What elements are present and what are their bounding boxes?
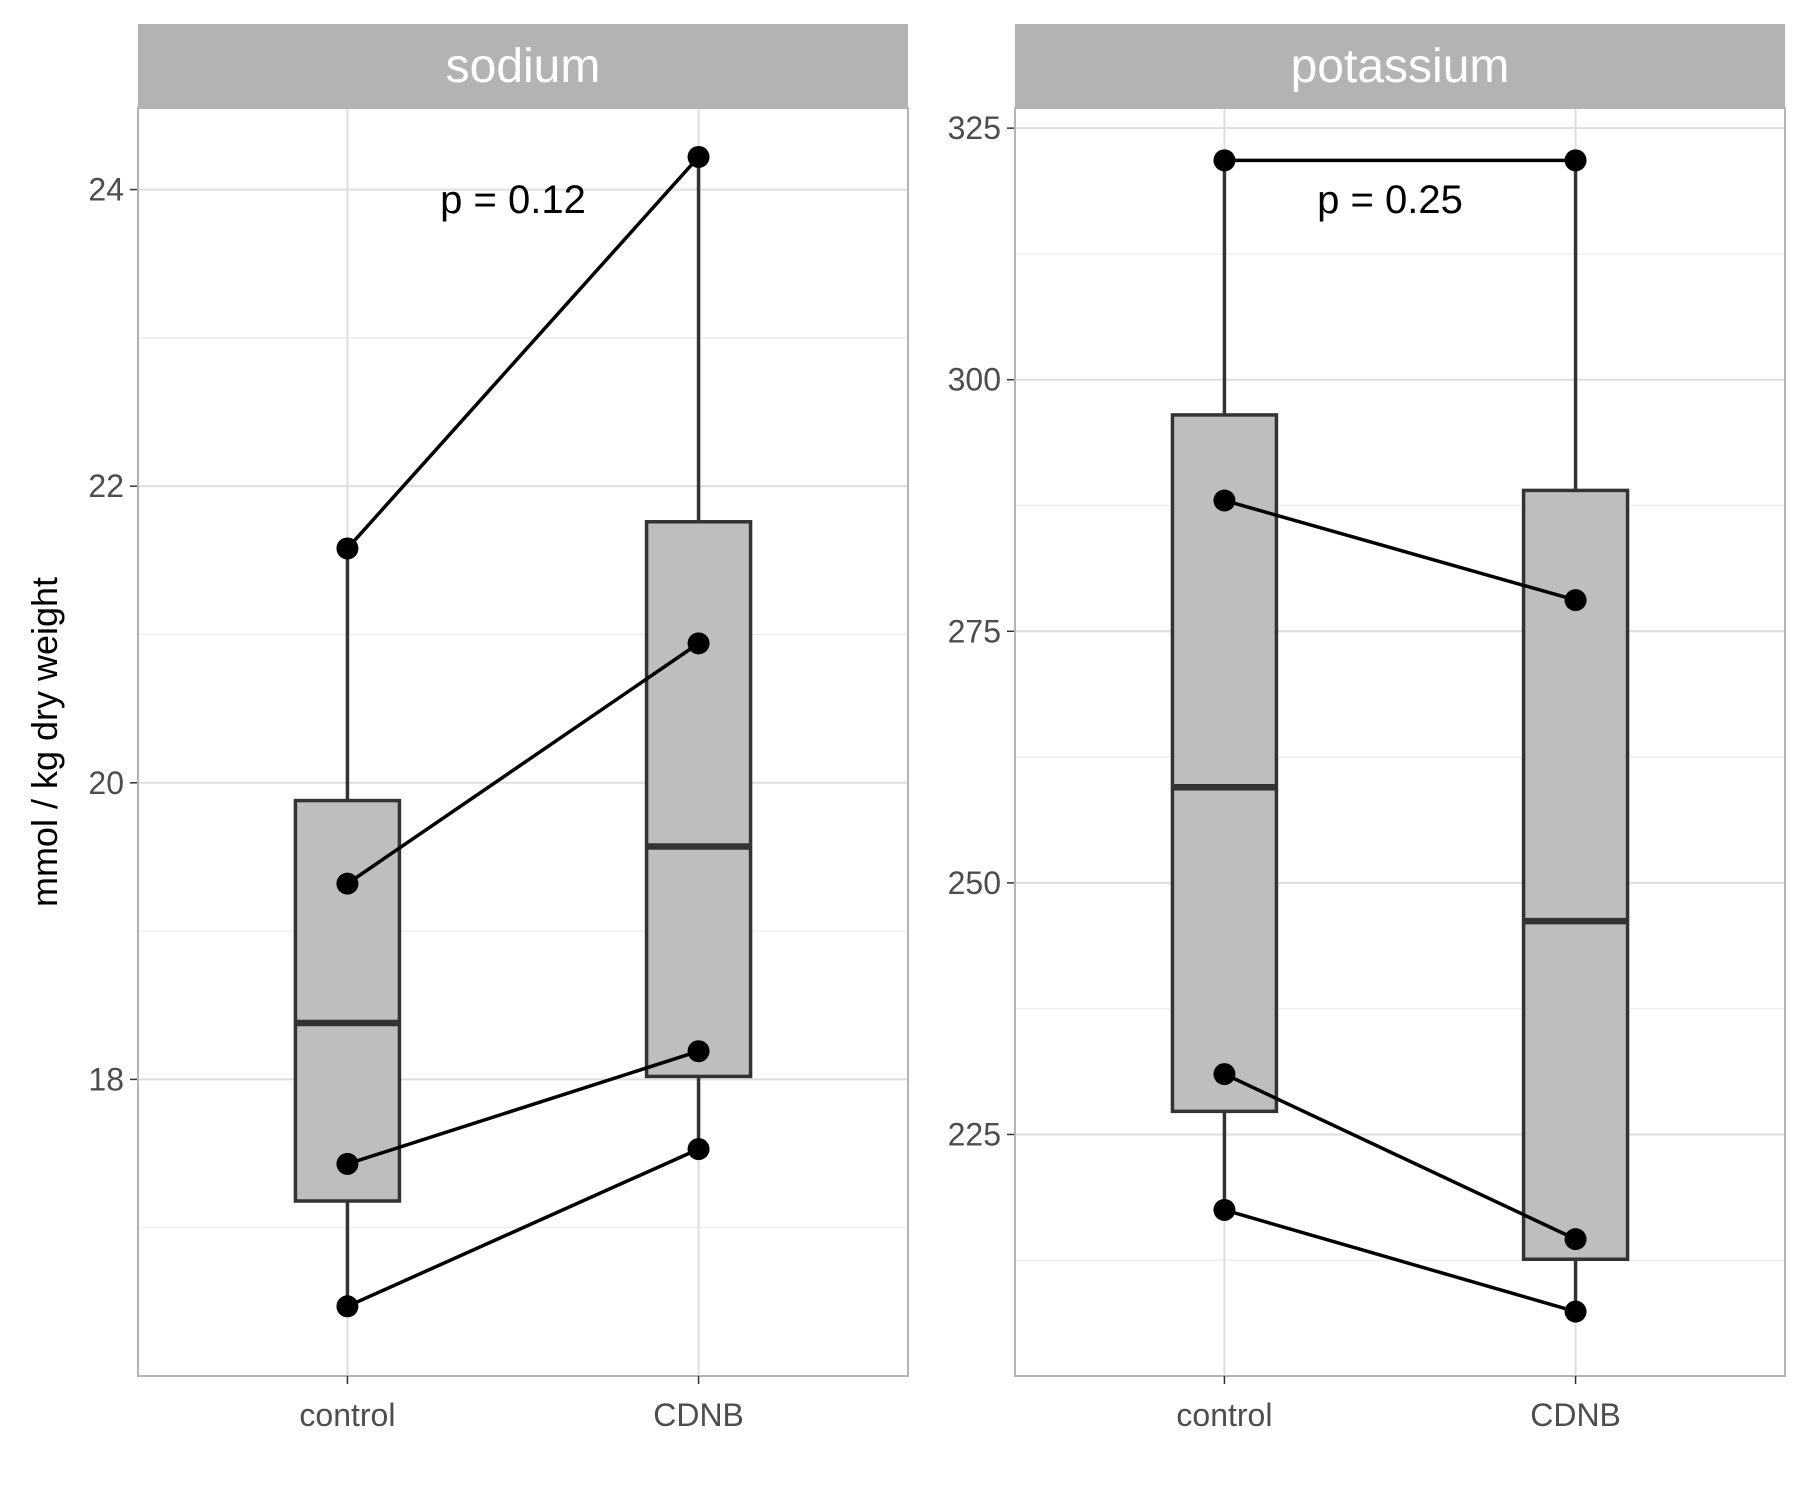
x-tick-label: CDNB [653, 1397, 744, 1433]
box-iqr [293, 798, 402, 1203]
p-value-annotation: p = 0.25 [1317, 178, 1463, 222]
paired-line [1223, 498, 1577, 602]
box-iqr [1170, 413, 1279, 1114]
data-point-control [336, 1295, 359, 1318]
paired-line [346, 641, 700, 886]
box-iqr [1521, 488, 1630, 1262]
y-tick-label: 18 [88, 1061, 124, 1097]
data-point-control [336, 1152, 359, 1175]
box-control [1170, 160, 1279, 1210]
data-point-cdnb [687, 1040, 710, 1063]
facet-strip [1015, 24, 1785, 108]
box-control [293, 548, 402, 1307]
y-tick-label: 20 [88, 765, 124, 801]
p-value-annotation: p = 0.12 [440, 178, 586, 222]
y-tick-label: 22 [88, 468, 124, 504]
data-point-control [336, 537, 359, 560]
panel-background [138, 108, 908, 1376]
data-point-control [1213, 149, 1236, 172]
panel-border [1014, 107, 1786, 1377]
data-point-control [336, 872, 359, 895]
paired-line [346, 1147, 700, 1308]
data-point-control [1213, 1063, 1236, 1086]
data-point-cdnb [687, 145, 710, 168]
panel-border [137, 107, 909, 1377]
y-tick-label: 300 [948, 362, 1001, 398]
paired-line [1223, 1208, 1577, 1314]
panel-background [1015, 108, 1785, 1376]
x-tick-label: control [1176, 1397, 1272, 1433]
data-point-control [1213, 1198, 1236, 1221]
y-tick-label: 225 [948, 1116, 1001, 1152]
facet-panel-potassium: potassium 225 250 275 300 325 p = 0.25 control C… [948, 24, 1786, 1433]
x-tick-label: control [299, 1397, 395, 1433]
box-iqr [644, 520, 753, 1079]
data-point-cdnb [1564, 589, 1587, 612]
facet-strip [138, 24, 908, 108]
paired-line [346, 1049, 700, 1166]
facet-strip-label: sodium [446, 40, 601, 93]
box-CDNB [1521, 160, 1630, 1312]
y-tick-label: 24 [88, 172, 124, 208]
facet-strip-label: potassium [1291, 40, 1510, 93]
y-tick-label: 250 [948, 865, 1001, 901]
x-tick-label: CDNB [1530, 1397, 1621, 1433]
box-CDNB [644, 156, 753, 1150]
paired-line [346, 155, 700, 550]
paired-line [1223, 1072, 1577, 1241]
y-tick-label: 325 [948, 110, 1001, 146]
y-tick-label: 275 [948, 613, 1001, 649]
data-point-cdnb [1564, 1228, 1587, 1251]
data-point-cdnb [1564, 149, 1587, 172]
y-axis-title: mmol / kg dry weight [24, 577, 65, 907]
data-point-cdnb [687, 1138, 710, 1161]
data-point-cdnb [1564, 1300, 1587, 1323]
data-point-cdnb [687, 632, 710, 655]
facet-panel-sodium: sodium 18 20 22 24 p = 0.12 control CDNB [88, 24, 909, 1433]
data-point-control [1213, 489, 1236, 512]
